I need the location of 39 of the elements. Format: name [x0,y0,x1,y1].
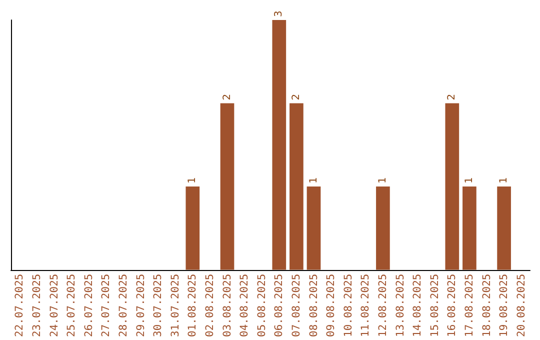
data-label: 1 [308,177,320,184]
x-tick-label: 29.07.2025 [134,274,147,338]
x-tick-label: 07.08.2025 [290,274,302,338]
x-tick-label: 19.08.2025 [498,274,510,338]
x-tick-label: 16.08.2025 [446,274,458,338]
data-label: 1 [464,177,475,184]
x-tick-label: 15.08.2025 [428,274,441,338]
x-tick-label: 02.08.2025 [204,274,216,338]
x-tick-label: 24.07.2025 [48,274,60,338]
x-tick-label: 14.08.2025 [412,274,424,338]
x-tick-label: 03.08.2025 [221,274,234,338]
x-tick-label: 08.08.2025 [308,274,320,338]
x-tick-label: 26.07.2025 [82,274,95,338]
x-tick-label: 11.08.2025 [360,274,372,338]
x-tick-label: 13.08.2025 [394,274,406,338]
data-label: 1 [498,177,510,184]
x-tick-label: 06.08.2025 [273,274,286,338]
x-tick-label: 17.08.2025 [463,274,476,338]
data-label: 1 [187,177,198,184]
x-tick-label: 31.07.2025 [169,274,182,338]
x-tick-label: 25.07.2025 [66,274,78,338]
data-label: 2 [290,94,302,100]
x-tick-label: 12.08.2025 [376,274,389,338]
x-tick-label: 27.07.2025 [100,274,112,338]
x-tick-label: 04.08.2025 [238,274,251,338]
data-label: 1 [377,177,388,184]
data-label: 2 [222,94,233,100]
x-tick-label: 30.07.2025 [152,274,164,338]
x-tick-label: 18.08.2025 [480,274,493,338]
x-tick-label: 22.07.2025 [14,274,26,338]
x-tick-label: 20.08.2025 [515,274,528,338]
data-label: 3 [274,10,285,17]
x-tick-label: 01.08.2025 [186,274,199,338]
x-tick-label: 09.08.2025 [325,274,338,338]
x-tick-label: 28.07.2025 [117,274,130,338]
data-label: 2 [446,94,458,100]
x-tick-label: 05.08.2025 [256,274,268,338]
x-tick-label: 10.08.2025 [342,274,354,338]
x-tick-label: 23.07.2025 [30,274,43,338]
